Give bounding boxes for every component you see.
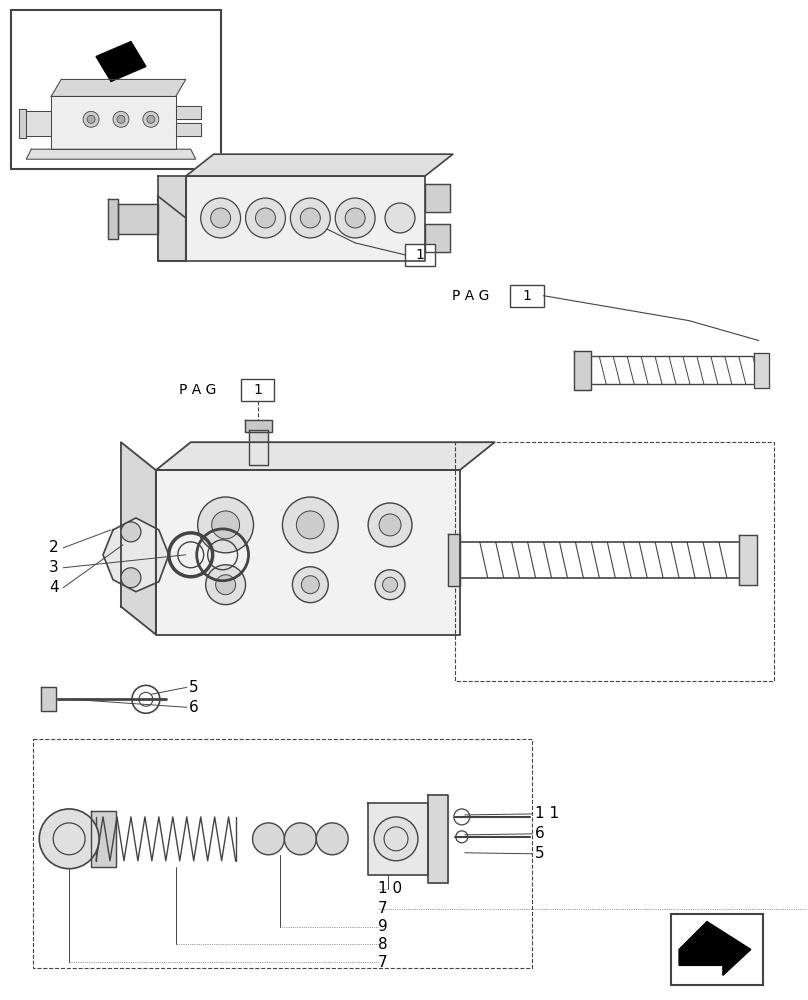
Circle shape <box>316 823 348 855</box>
Circle shape <box>385 203 415 233</box>
Text: 7: 7 <box>378 901 388 916</box>
Polygon shape <box>27 111 51 136</box>
Bar <box>405 244 435 266</box>
Circle shape <box>40 809 99 869</box>
Polygon shape <box>103 518 169 592</box>
Polygon shape <box>249 430 268 465</box>
Circle shape <box>297 511 324 539</box>
Polygon shape <box>121 442 156 635</box>
Polygon shape <box>425 184 450 212</box>
Bar <box>510 285 544 307</box>
Polygon shape <box>158 176 186 261</box>
Text: 6: 6 <box>189 700 199 715</box>
Circle shape <box>211 208 230 228</box>
Polygon shape <box>51 96 176 149</box>
Polygon shape <box>368 803 428 875</box>
Polygon shape <box>574 351 591 390</box>
Polygon shape <box>156 442 494 470</box>
Circle shape <box>253 823 284 855</box>
Text: P A G: P A G <box>179 383 217 397</box>
Polygon shape <box>739 535 757 585</box>
Circle shape <box>212 511 239 539</box>
Bar <box>455 442 774 681</box>
Circle shape <box>375 570 405 600</box>
Polygon shape <box>428 795 448 883</box>
Text: 5: 5 <box>535 846 544 861</box>
Polygon shape <box>176 123 200 136</box>
Polygon shape <box>158 196 186 261</box>
Circle shape <box>198 497 254 553</box>
Polygon shape <box>51 79 186 96</box>
Polygon shape <box>186 154 452 176</box>
Text: 2: 2 <box>49 540 59 555</box>
Circle shape <box>143 111 159 127</box>
Text: 7: 7 <box>378 955 388 970</box>
Circle shape <box>117 115 125 123</box>
Polygon shape <box>754 353 768 388</box>
Circle shape <box>284 823 316 855</box>
Circle shape <box>382 577 398 592</box>
Bar <box>241 379 275 401</box>
Polygon shape <box>186 176 425 261</box>
Circle shape <box>121 568 141 588</box>
Polygon shape <box>679 922 751 975</box>
Polygon shape <box>96 42 146 81</box>
Circle shape <box>301 208 320 228</box>
Circle shape <box>379 514 401 536</box>
Polygon shape <box>245 420 272 432</box>
Text: P A G: P A G <box>452 289 489 303</box>
Polygon shape <box>156 470 460 635</box>
Polygon shape <box>176 106 200 119</box>
Circle shape <box>83 111 99 127</box>
Bar <box>33 739 532 968</box>
Circle shape <box>216 575 236 595</box>
Circle shape <box>206 565 246 605</box>
Circle shape <box>200 198 241 238</box>
Polygon shape <box>41 687 57 711</box>
Text: 1 0: 1 0 <box>378 881 402 896</box>
Text: 1: 1 <box>253 383 262 397</box>
Text: 1: 1 <box>415 248 424 262</box>
Text: 4: 4 <box>49 580 59 595</box>
Circle shape <box>290 198 330 238</box>
Circle shape <box>283 497 339 553</box>
Circle shape <box>147 115 155 123</box>
Circle shape <box>255 208 276 228</box>
Circle shape <box>292 567 328 603</box>
Circle shape <box>345 208 365 228</box>
Polygon shape <box>91 811 116 867</box>
Polygon shape <box>27 149 196 159</box>
Polygon shape <box>108 199 118 239</box>
Circle shape <box>246 198 285 238</box>
Polygon shape <box>19 109 27 138</box>
Polygon shape <box>118 204 158 234</box>
Text: 6: 6 <box>535 826 545 841</box>
Circle shape <box>113 111 129 127</box>
Circle shape <box>87 115 95 123</box>
Circle shape <box>301 576 319 594</box>
Bar <box>671 914 763 985</box>
Bar <box>11 10 221 169</box>
Circle shape <box>335 198 375 238</box>
Text: 3: 3 <box>49 560 59 575</box>
Circle shape <box>368 503 412 547</box>
Text: 1: 1 <box>522 289 531 303</box>
Polygon shape <box>448 534 460 586</box>
Text: 5: 5 <box>189 680 199 695</box>
Text: 9: 9 <box>378 919 388 934</box>
Text: 1 1: 1 1 <box>535 806 558 821</box>
Circle shape <box>374 817 418 861</box>
Polygon shape <box>425 224 450 252</box>
Circle shape <box>121 522 141 542</box>
Text: 8: 8 <box>378 937 388 952</box>
